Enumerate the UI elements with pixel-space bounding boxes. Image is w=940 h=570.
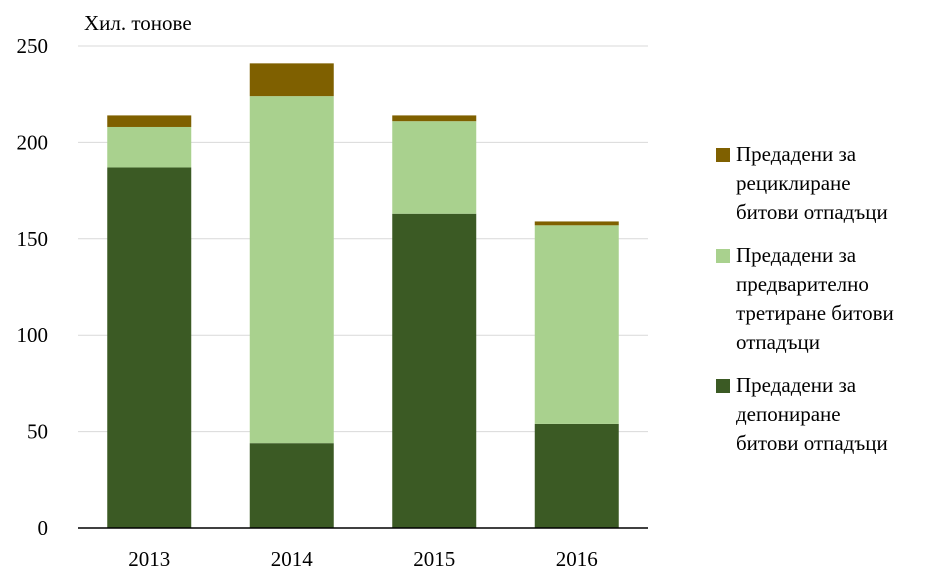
- bar-segment: [249, 63, 334, 97]
- y-axis-title: Хил. тонове: [84, 11, 192, 35]
- y-axis-ticks: 0 50 100 150 200 250: [17, 34, 49, 540]
- legend-label-recycling: Предадени за рециклиране битови отпадъци: [736, 142, 888, 224]
- y-tick-label: 200: [17, 130, 49, 154]
- bar-segment: [107, 126, 192, 168]
- x-tick-label: 2015: [413, 547, 455, 570]
- x-tick-label: 2013: [128, 547, 170, 570]
- bar-segment: [107, 115, 192, 127]
- legend-label-landfill: Предадени за депониране битови отпадъци: [736, 373, 888, 455]
- bar-segment: [249, 443, 334, 528]
- bars: [107, 63, 619, 529]
- y-tick-label: 50: [27, 420, 48, 444]
- legend: Предадени за рециклиране битови отпадъци…: [716, 140, 938, 472]
- legend-label-pretreatment: Предадени за предварително третиране бит…: [736, 243, 894, 354]
- y-tick-label: 100: [17, 323, 49, 347]
- legend-item-recycling: Предадени за рециклиране битови отпадъци: [716, 140, 938, 227]
- legend-swatch-recycling: [716, 148, 730, 162]
- y-tick-label: 150: [17, 227, 49, 251]
- bar-segment: [534, 225, 619, 424]
- bar-segment: [392, 121, 477, 214]
- legend-swatch-landfill: [716, 379, 730, 393]
- bar-segment: [534, 221, 619, 226]
- legend-swatch-pretreatment: [716, 249, 730, 263]
- bar-segment: [392, 213, 477, 528]
- y-tick-label: 0: [38, 516, 49, 540]
- x-tick-label: 2016: [556, 547, 598, 570]
- bar-segment: [107, 167, 192, 529]
- legend-item-pretreatment: Предадени за предварително третиране бит…: [716, 241, 938, 357]
- bar-segment: [392, 115, 477, 122]
- y-tick-label: 250: [17, 34, 49, 58]
- x-tick-label: 2014: [271, 547, 314, 570]
- legend-item-landfill: Предадени за депониране битови отпадъци: [716, 371, 938, 458]
- bar-segment: [249, 96, 334, 444]
- bar-segment: [534, 423, 619, 528]
- x-axis-ticks: 2013 2014 2015 2016: [128, 547, 598, 570]
